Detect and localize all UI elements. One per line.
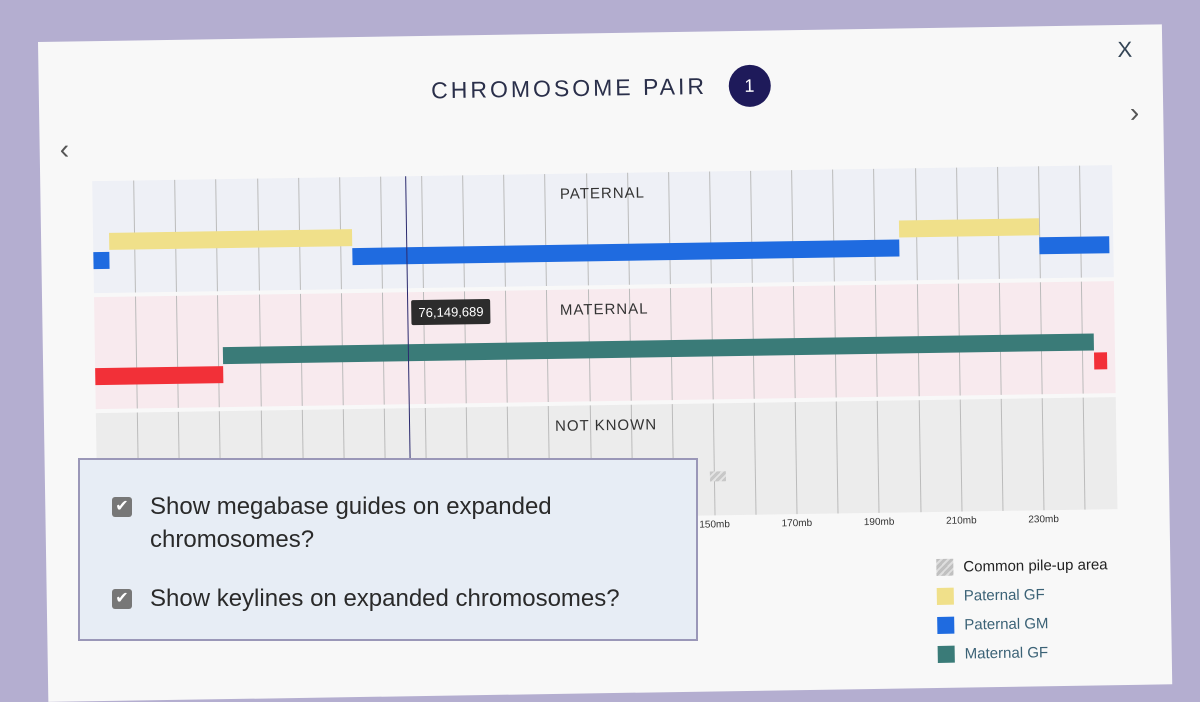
- option-megabase-guides[interactable]: ✔ Show megabase guides on expanded chrom…: [110, 490, 666, 556]
- lane-label: MATERNAL: [559, 300, 649, 319]
- segment-paternal-gm[interactable]: [1039, 236, 1110, 255]
- segment-paternal-gm[interactable]: [93, 251, 111, 270]
- chevron-right-icon[interactable]: ›: [1129, 96, 1140, 128]
- segment-paternal-gf[interactable]: [109, 229, 353, 250]
- x-tick-label: 190mb: [863, 516, 895, 529]
- lane-label: PATERNAL: [559, 184, 646, 203]
- segment-maternal-gf[interactable]: [222, 333, 1095, 365]
- x-tick-label: 210mb: [945, 515, 977, 527]
- segment-common-pile-up-area[interactable]: [709, 471, 727, 482]
- legend-label: Maternal GF: [964, 644, 1049, 663]
- chevron-left-icon[interactable]: ‹: [59, 133, 70, 165]
- option-keylines[interactable]: ✔ Show keylines on expanded chromosomes?: [110, 582, 666, 615]
- segment-paternal-gm[interactable]: [352, 239, 900, 266]
- chromosome-number-badge: 1: [728, 64, 771, 108]
- legend-item: Paternal GF: [936, 579, 1109, 611]
- modal-title: CHROMOSOME PAIR 1: [39, 58, 1164, 118]
- checkbox-megabase-guides[interactable]: ✔: [112, 497, 132, 517]
- position-tooltip: 76,149,689: [411, 298, 491, 326]
- segment-maternal-gm[interactable]: [1094, 352, 1108, 370]
- color-swatch-icon: [937, 616, 955, 634]
- x-tick-label: 150mb: [699, 519, 730, 531]
- title-text: CHROMOSOME PAIR: [430, 72, 708, 104]
- legend: Common pile-up area Paternal GF Paternal G…: [936, 550, 1109, 669]
- color-swatch-icon: [937, 645, 955, 663]
- legend-item: Paternal GM: [937, 608, 1109, 640]
- checkbox-keylines[interactable]: ✔: [112, 589, 132, 609]
- option-label: Show megabase guides on expanded chromos…: [150, 493, 552, 553]
- legend-label: Paternal GM: [964, 615, 1049, 634]
- legend-item: Maternal GF: [937, 637, 1110, 669]
- lane-maternal: MATERNAL: [94, 281, 1116, 410]
- segment-maternal-gm[interactable]: [95, 366, 223, 386]
- close-button[interactable]: X: [1117, 36, 1133, 63]
- legend-item: Common pile-up area: [936, 550, 1108, 582]
- hatched-swatch-icon: [936, 558, 954, 576]
- legend-label: Paternal GF: [963, 586, 1045, 605]
- segment-paternal-gf[interactable]: [899, 218, 1040, 238]
- option-label: Show keylines on expanded chromosomes?: [150, 585, 620, 612]
- x-tick-label: 230mb: [1028, 514, 1059, 526]
- lane-label: NOT KNOWN: [554, 416, 658, 435]
- lane-paternal: PATERNAL: [92, 165, 1114, 294]
- options-panel: ✔ Show megabase guides on expanded chrom…: [78, 458, 698, 641]
- x-tick-label: 170mb: [781, 517, 813, 530]
- color-swatch-icon: [936, 587, 954, 605]
- legend-label: Common pile-up area: [963, 556, 1108, 576]
